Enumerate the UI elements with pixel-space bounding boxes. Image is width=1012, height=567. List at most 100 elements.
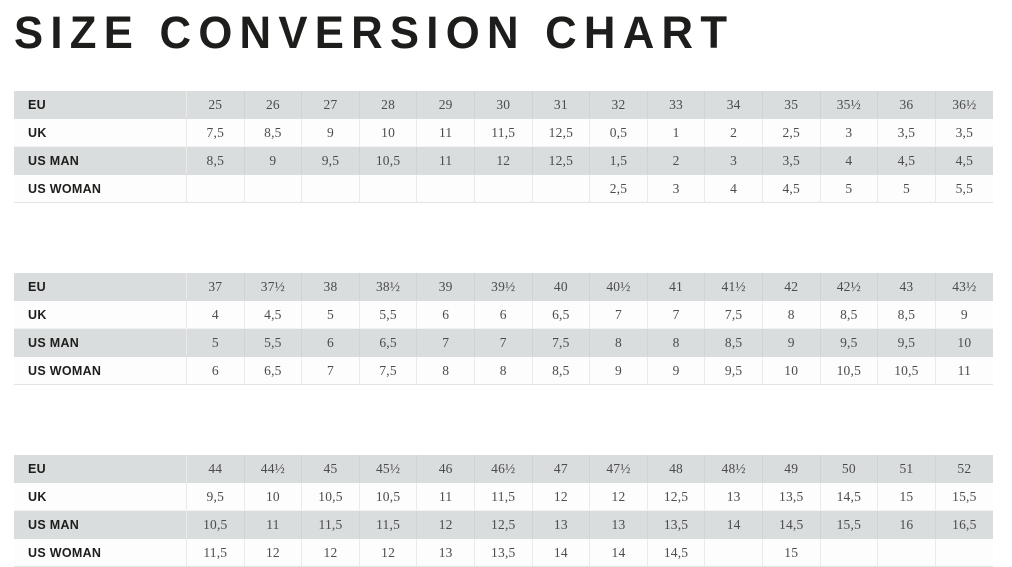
size-cell: 27: [301, 91, 360, 119]
size-cell: [474, 174, 533, 203]
table-row: UK 4 4,5 5 5,5 6 6 6,5 7 7 7,5 8 8,5 8,5 9: [14, 300, 993, 329]
size-cell: 11,5: [186, 538, 245, 567]
size-cell: [820, 538, 879, 567]
size-cell: 38½: [359, 273, 418, 301]
size-cell: 3: [820, 118, 879, 147]
size-cell: 4: [704, 174, 763, 203]
size-cell: 12: [416, 510, 475, 539]
size-cell: 11,5: [359, 510, 418, 539]
size-cell: 32: [589, 91, 648, 119]
size-cell: 16,5: [935, 510, 993, 539]
size-cell: 3: [704, 146, 763, 175]
size-cell: 13: [704, 482, 763, 511]
size-cell: 12,5: [474, 510, 533, 539]
size-table-2: EU 37 37½ 38 38½ 39 39½ 40 40½ 41 41½ 42 42½ 43 43½ UK 4…: [14, 273, 993, 385]
size-cell: 14: [589, 538, 648, 567]
size-cell: 43½: [935, 273, 993, 301]
size-cell: 48½: [704, 455, 763, 483]
size-cell: 8: [474, 356, 533, 385]
row-label-us-woman: US WOMAN: [14, 174, 187, 203]
size-cell: [359, 174, 418, 203]
size-cell: 4,5: [877, 146, 936, 175]
size-cell: 10,5: [186, 510, 245, 539]
table-row: EU 25 26 27 28 29 30 31 32 33 34 35 35½ 36 36½: [14, 91, 993, 119]
size-cell: [532, 174, 591, 203]
size-cell: 10: [244, 482, 303, 511]
size-cell: 41: [647, 273, 706, 301]
size-table-2-body: EU 37 37½ 38 38½ 39 39½ 40 40½ 41 41½ 42 42½ 43 43½ UK 4…: [14, 273, 993, 385]
size-cell: 14,5: [647, 538, 706, 567]
size-cell: 6,5: [532, 300, 591, 329]
size-cell: 7,5: [186, 118, 245, 147]
row-label-uk: UK: [14, 482, 187, 511]
size-cell: 39: [416, 273, 475, 301]
size-cell: 4: [186, 300, 245, 329]
size-cell: 5,5: [935, 174, 993, 203]
size-cell: 36: [877, 91, 936, 119]
size-cell: 13: [416, 538, 475, 567]
size-cell: 12: [301, 538, 360, 567]
size-cell: 4,5: [244, 300, 303, 329]
size-cell: 26: [244, 91, 303, 119]
size-cell: 43: [877, 273, 936, 301]
size-cell: 12,5: [532, 118, 591, 147]
size-cell: 8: [416, 356, 475, 385]
size-cell: 9,5: [877, 328, 936, 357]
size-cell: 39½: [474, 273, 533, 301]
size-cell: 6,5: [244, 356, 303, 385]
size-cell: 11: [416, 482, 475, 511]
size-cell: 12: [244, 538, 303, 567]
table-row: US MAN 8,5 9 9,5 10,5 11 12 12,5 1,5 2 3 3,5 4 4,5 4,5: [14, 146, 993, 175]
size-cell: 10: [762, 356, 821, 385]
size-cell: 49: [762, 455, 821, 483]
size-cell: 35½: [820, 91, 879, 119]
row-label-us-man: US MAN: [14, 146, 187, 175]
size-cell: 4: [820, 146, 879, 175]
size-cell: 9: [589, 356, 648, 385]
page-title: SIZE CONVERSION CHART: [14, 7, 735, 58]
size-cell: 42½: [820, 273, 879, 301]
size-cell: 33: [647, 91, 706, 119]
size-cell: 5: [301, 300, 360, 329]
size-cell: 12: [532, 482, 591, 511]
size-cell: 12,5: [532, 146, 591, 175]
size-cell: 7: [474, 328, 533, 357]
size-cell: 10: [359, 118, 418, 147]
row-label-eu: EU: [14, 91, 187, 119]
size-cell: 41½: [704, 273, 763, 301]
size-cell: 2,5: [589, 174, 648, 203]
size-cell: 44½: [244, 455, 303, 483]
size-cell: 13,5: [474, 538, 533, 567]
size-cell: 6: [416, 300, 475, 329]
size-cell: 10,5: [877, 356, 936, 385]
size-cell: 37: [186, 273, 245, 301]
size-cell: 7: [589, 300, 648, 329]
size-cell: 38: [301, 273, 360, 301]
size-cell: 8,5: [877, 300, 936, 329]
table-row: US MAN 5 5,5 6 6,5 7 7 7,5 8 8 8,5 9 9,5 9,5 10: [14, 328, 993, 357]
size-table-3: EU 44 44½ 45 45½ 46 46½ 47 47½ 48 48½ 49 50 51 52 UK 9,5…: [14, 455, 993, 567]
size-cell: 12: [474, 146, 533, 175]
size-table-1-body: EU 25 26 27 28 29 30 31 32 33 34 35 35½ 36 36½ UK 7,5 8,5…: [14, 91, 993, 203]
size-cell: 2,5: [762, 118, 821, 147]
size-cell: 13,5: [647, 510, 706, 539]
size-cell: 3: [647, 174, 706, 203]
row-label-uk: UK: [14, 118, 187, 147]
size-cell: 10: [935, 328, 993, 357]
size-cell: 8: [589, 328, 648, 357]
size-cell: 12: [359, 538, 418, 567]
size-cell: 10,5: [359, 482, 418, 511]
table-row: EU 44 44½ 45 45½ 46 46½ 47 47½ 48 48½ 49 50 51 52: [14, 455, 993, 483]
size-cell: 36½: [935, 91, 993, 119]
table-row: US WOMAN 6 6,5 7 7,5 8 8 8,5 9 9 9,5 10 10,5 10,5 11: [14, 356, 993, 385]
size-cell: 8,5: [532, 356, 591, 385]
table-row: US MAN 10,5 11 11,5 11,5 12 12,5 13 13 13,5 14 14,5…: [14, 510, 993, 539]
table-row: UK 7,5 8,5 9 10 11 11,5 12,5 0,5 1 2 2,5 3 3,5 3,5: [14, 118, 993, 147]
size-cell: 8: [762, 300, 821, 329]
table-row: US WOMAN 2,5 3 4 4,5 5 5 5,5: [14, 174, 993, 203]
size-cell: 3,5: [935, 118, 993, 147]
size-cell: [704, 538, 763, 567]
size-cell: 29: [416, 91, 475, 119]
size-cell: 15,5: [935, 482, 993, 511]
